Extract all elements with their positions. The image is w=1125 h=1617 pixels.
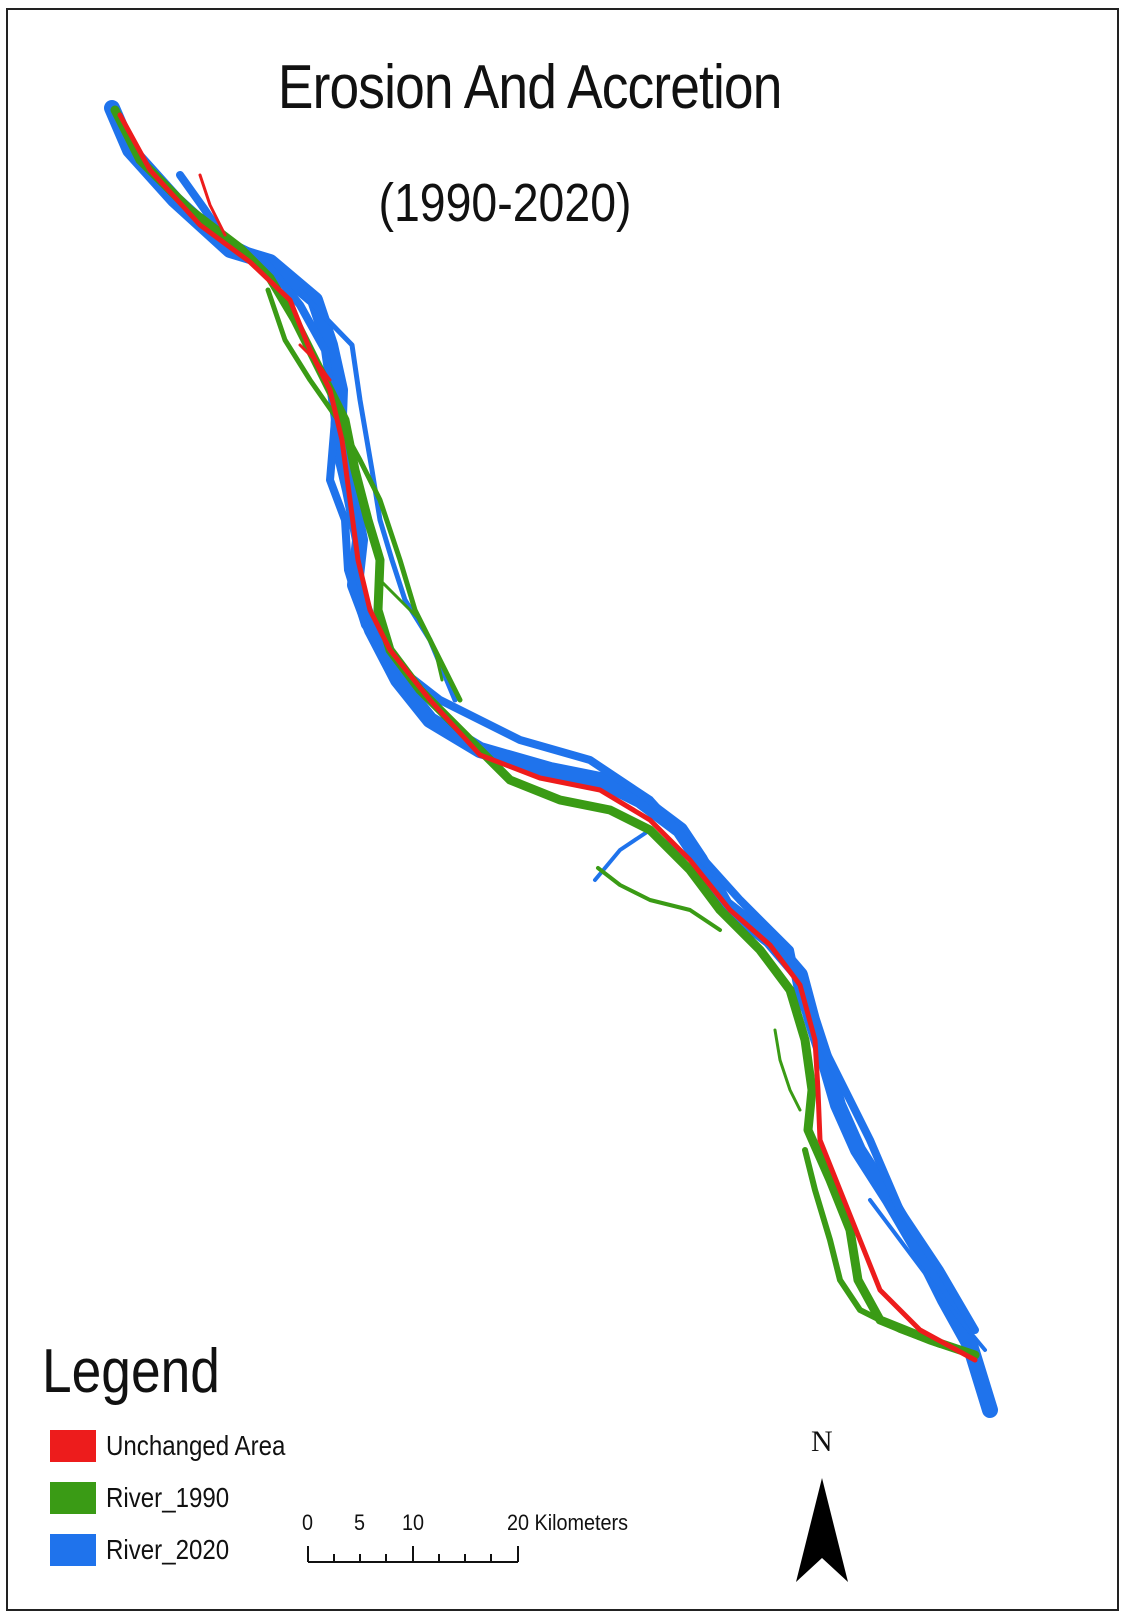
legend-item-river-2020: River_2020 xyxy=(50,1533,249,1567)
river-1990-channel xyxy=(802,1147,943,1348)
legend-label: River_2020 xyxy=(106,1534,230,1565)
river-2020-channel xyxy=(868,1198,987,1352)
river-2020-channel xyxy=(176,171,979,1334)
river-1990-channel xyxy=(596,866,722,932)
river-1990-channel xyxy=(110,105,980,1360)
unchanged-channel xyxy=(298,343,332,382)
legend-swatch-river-1990 xyxy=(50,1482,96,1514)
north-arrow-icon xyxy=(796,1478,848,1582)
legend-item-river-1990: River_1990 xyxy=(50,1481,249,1515)
map-title: Erosion And Accretion xyxy=(277,53,782,122)
unchanged-area-layer xyxy=(117,112,978,1363)
river-2020-channel xyxy=(104,100,998,1418)
river-1990-channel xyxy=(773,1028,802,1112)
scale-label-10: 10 xyxy=(402,1510,425,1535)
river-1990-layer xyxy=(110,105,980,1360)
north-label: N xyxy=(811,1425,833,1458)
scale-label-0: 0 xyxy=(302,1510,314,1535)
river-2020-layer xyxy=(104,100,998,1418)
legend-item-unchanged-area: Unchanged Area xyxy=(50,1429,315,1463)
scale-bar xyxy=(307,1546,519,1563)
legend-label: River_1990 xyxy=(106,1482,230,1513)
legend-swatch-unchanged xyxy=(50,1430,96,1462)
map-subtitle: (1990-2020) xyxy=(378,173,632,233)
legend-title: Legend xyxy=(42,1337,220,1406)
legend-label: Unchanged Area xyxy=(106,1430,286,1461)
river-1990-channel xyxy=(378,578,444,682)
legend-swatch-river-2020 xyxy=(50,1534,96,1566)
unchanged-channel xyxy=(117,112,978,1363)
scale-label-5: 5 xyxy=(354,1510,366,1535)
scale-label-20-kilometers: 20 Kilometers xyxy=(507,1510,629,1535)
unchanged-channel xyxy=(198,173,227,237)
